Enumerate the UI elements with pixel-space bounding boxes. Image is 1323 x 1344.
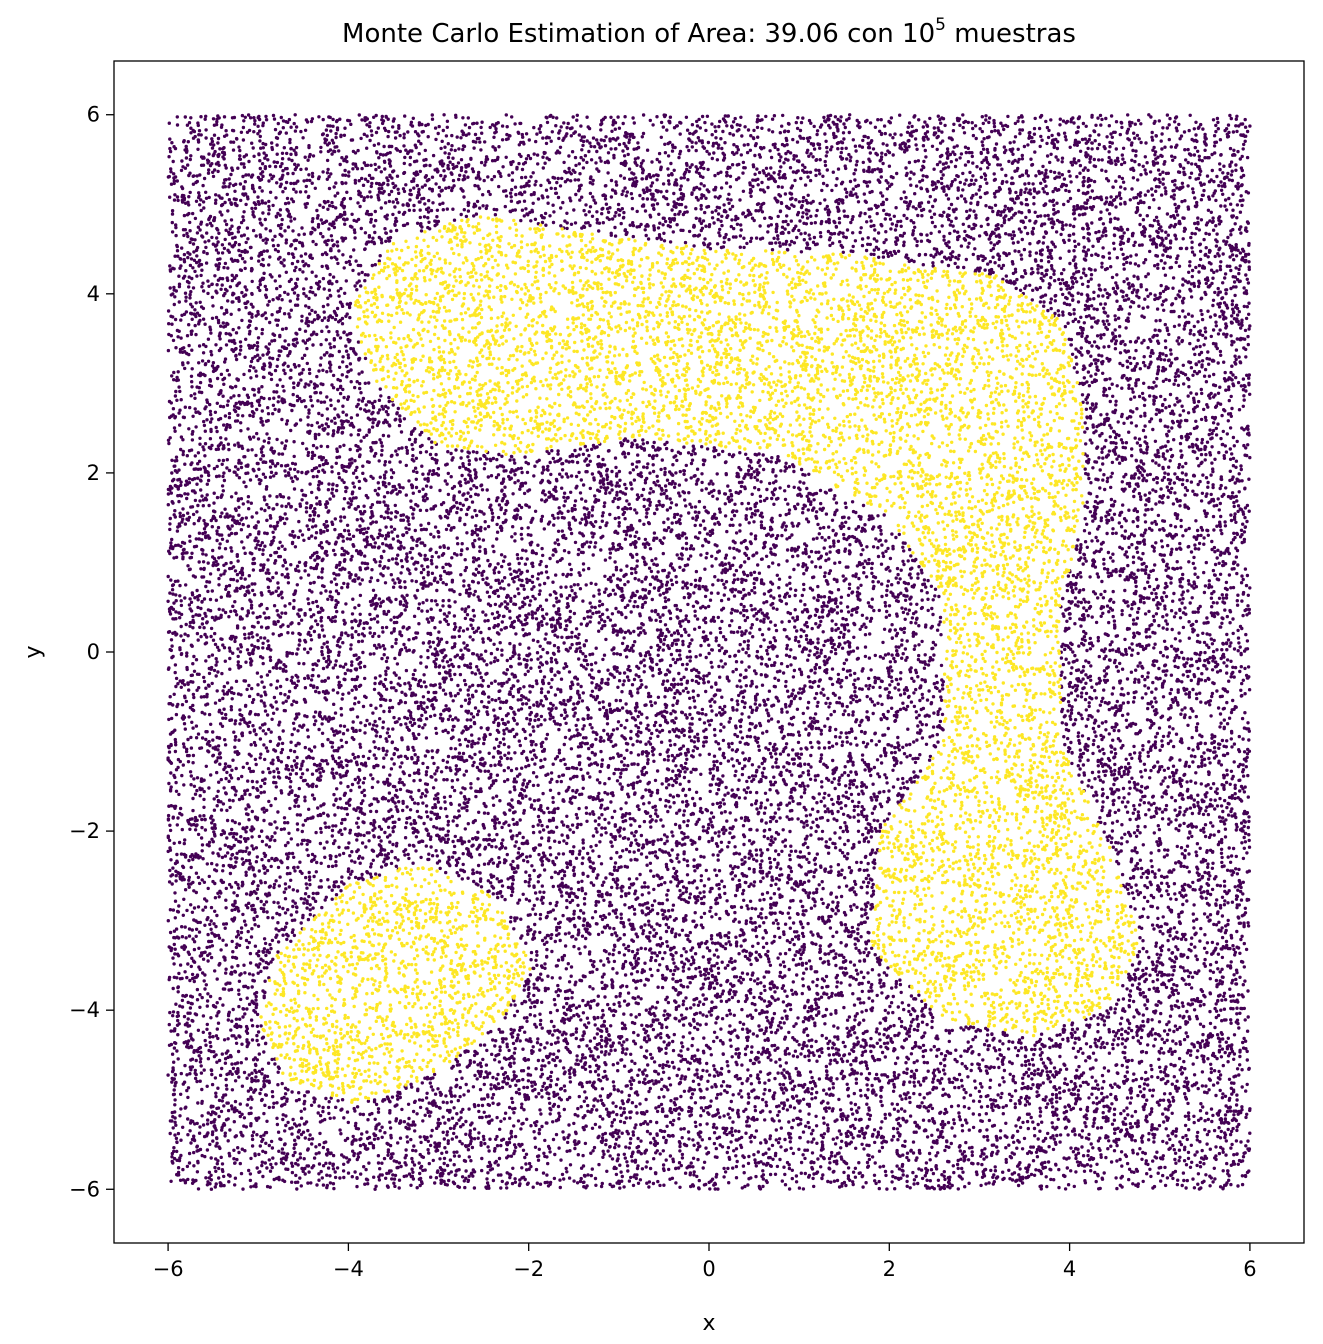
x-axis-label: x bbox=[702, 1311, 715, 1336]
y-tick-label: −4 bbox=[69, 998, 100, 1022]
chart-title-main: Monte Carlo Estimation of Area: 39.06 co… bbox=[342, 19, 935, 49]
x-tick-label: 6 bbox=[1243, 1257, 1256, 1281]
y-axis-label: y bbox=[21, 645, 46, 658]
chart-title-superscript: 5 bbox=[935, 15, 946, 35]
y-tick-label: 2 bbox=[87, 461, 100, 485]
x-tick-label: −6 bbox=[153, 1257, 184, 1281]
y-tick-label: 4 bbox=[87, 282, 100, 306]
y-tick-label: 6 bbox=[87, 103, 100, 127]
y-tick-label: −2 bbox=[69, 819, 100, 843]
inside-points bbox=[259, 215, 1139, 1104]
chart-title: Monte Carlo Estimation of Area: 39.06 co… bbox=[342, 15, 1076, 49]
x-tick-label: −4 bbox=[333, 1257, 364, 1281]
outside-points bbox=[166, 113, 1252, 1191]
y-tick-label: 0 bbox=[87, 640, 100, 664]
y-tick-label: −6 bbox=[69, 1177, 100, 1201]
x-tick-label: 2 bbox=[883, 1257, 896, 1281]
chart-title-tail: muestras bbox=[946, 19, 1076, 49]
x-tick-label: −2 bbox=[513, 1257, 544, 1281]
points-layer bbox=[166, 113, 1252, 1191]
x-tick-label: 4 bbox=[1063, 1257, 1076, 1281]
x-tick-label: 0 bbox=[702, 1257, 715, 1281]
y-axis: −6 −4 −2 0 2 4 6 bbox=[69, 103, 114, 1201]
x-axis: −6 −4 −2 0 2 4 6 bbox=[153, 1243, 1257, 1281]
